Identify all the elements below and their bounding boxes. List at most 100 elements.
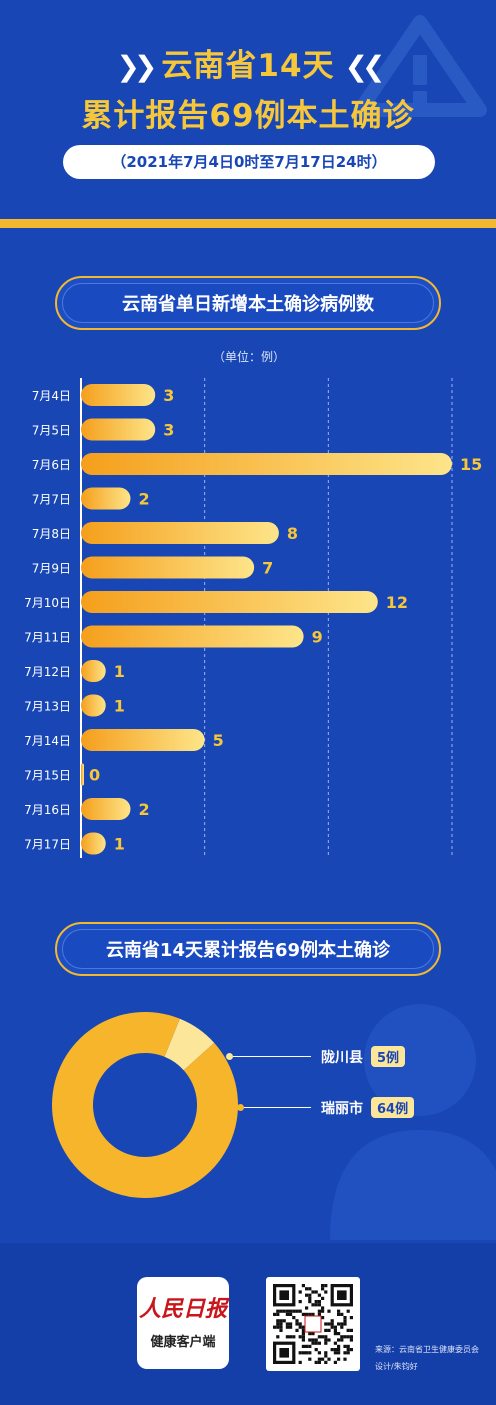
- value-label: 1: [114, 835, 125, 854]
- qr-module: [295, 1322, 299, 1326]
- qr-module: [298, 1300, 302, 1304]
- headline-line-2: 累计报告69例本土确诊: [81, 98, 415, 134]
- qr-module: [279, 1325, 283, 1329]
- legend-dot-longchuan: [226, 1053, 233, 1060]
- qr-module: [314, 1348, 318, 1352]
- bar: [81, 522, 279, 544]
- bar: [81, 625, 304, 648]
- qr-module: [343, 1344, 347, 1348]
- bar: [81, 763, 84, 786]
- qr-module: [337, 1338, 341, 1342]
- bar: [81, 556, 255, 579]
- qr-module: [301, 1325, 305, 1329]
- bar: [81, 453, 452, 475]
- qr-module: [346, 1335, 350, 1339]
- period-badge: （2021年7月4日0时至7月17日24时）: [63, 145, 435, 179]
- qr-module: [301, 1351, 305, 1355]
- qr-module: [301, 1335, 305, 1339]
- qr-module: [314, 1338, 318, 1342]
- qr-module: [317, 1357, 321, 1361]
- qr-module: [317, 1312, 321, 1316]
- qr-module: [346, 1344, 350, 1348]
- qr-module: [343, 1357, 347, 1361]
- category-label: 7月12日: [24, 665, 71, 679]
- value-label: 1: [114, 662, 125, 681]
- section-title-total: 云南省14天累计报告69例本土确诊: [55, 922, 441, 976]
- qr-module: [321, 1316, 325, 1320]
- legend-value-longchuan: 5例: [371, 1046, 406, 1067]
- qr-module: [276, 1335, 280, 1339]
- qr-finder: [279, 1348, 289, 1358]
- qr-module: [282, 1309, 286, 1313]
- legend-name-longchuan: 陇川县: [321, 1049, 363, 1066]
- qr-module: [308, 1344, 312, 1348]
- value-label: 3: [163, 386, 174, 405]
- value-label: 12: [386, 593, 408, 612]
- category-label: 7月6日: [32, 458, 71, 472]
- qr-module: [340, 1335, 344, 1339]
- qr-module: [295, 1309, 299, 1313]
- bar: [81, 694, 106, 717]
- legend-dot-ruili: [237, 1104, 244, 1111]
- qr-module: [327, 1357, 331, 1361]
- qr-module: [314, 1303, 318, 1307]
- value-label: 9: [312, 628, 323, 647]
- qr-module: [349, 1316, 353, 1320]
- qr-module: [321, 1296, 325, 1300]
- qr-module: [289, 1309, 293, 1313]
- qr-module: [333, 1332, 337, 1336]
- qr-module: [301, 1312, 305, 1316]
- qr-module: [324, 1351, 328, 1355]
- qr-module: [343, 1351, 347, 1355]
- category-label: 7月5日: [32, 424, 71, 438]
- qr-module: [279, 1328, 283, 1332]
- qr-module: [279, 1309, 283, 1313]
- qr-module: [298, 1290, 302, 1294]
- headline-text-1: 云南省14天: [161, 48, 335, 84]
- qr-module: [308, 1332, 312, 1336]
- qr-module: [340, 1312, 344, 1316]
- double-chevron-right-icon: ❯❯: [116, 50, 158, 83]
- qr-module: [340, 1325, 344, 1329]
- qr-module: [295, 1328, 299, 1332]
- bar: [81, 418, 156, 441]
- qr-module: [298, 1360, 302, 1364]
- qr-module: [327, 1309, 331, 1313]
- qr-module: [317, 1303, 321, 1307]
- section-title-total-text: 云南省14天累计报告69例本土确诊: [62, 929, 434, 969]
- qr-module: [311, 1341, 315, 1345]
- value-label: 8: [287, 524, 298, 543]
- value-label: 5: [213, 731, 224, 750]
- qr-module: [327, 1338, 331, 1342]
- legend-item-ruili: 瑞丽市 64例: [237, 1097, 415, 1118]
- region-donut-chart: [52, 1012, 239, 1198]
- logo-subtitle: 健康客户端: [150, 1335, 216, 1350]
- qr-module: [324, 1354, 328, 1358]
- value-label: 2: [138, 800, 149, 819]
- qr-module: [308, 1351, 312, 1355]
- qr-module: [317, 1360, 321, 1364]
- qr-module: [330, 1322, 334, 1326]
- qr-module: [305, 1293, 309, 1297]
- double-chevron-left-icon: ❮❮: [344, 50, 386, 83]
- qr-module: [311, 1338, 315, 1342]
- qr-module: [337, 1312, 341, 1316]
- logo-wordmark: 人民日报: [138, 1296, 227, 1322]
- bar: [81, 729, 205, 751]
- qr-module: [317, 1351, 321, 1355]
- qr-module: [301, 1344, 305, 1348]
- qr-module: [273, 1312, 277, 1316]
- qr-module: [337, 1309, 341, 1313]
- qr-module: [349, 1335, 353, 1339]
- qr-module: [292, 1309, 296, 1313]
- qr-module: [333, 1348, 337, 1352]
- qr-module: [298, 1322, 302, 1326]
- qr-module: [346, 1348, 350, 1352]
- qr-module: [337, 1332, 341, 1336]
- qr-code: [266, 1277, 360, 1371]
- value-label: 2: [138, 490, 149, 509]
- divider-stripe: [0, 219, 496, 228]
- qr-module: [324, 1335, 328, 1339]
- qr-module: [349, 1348, 353, 1352]
